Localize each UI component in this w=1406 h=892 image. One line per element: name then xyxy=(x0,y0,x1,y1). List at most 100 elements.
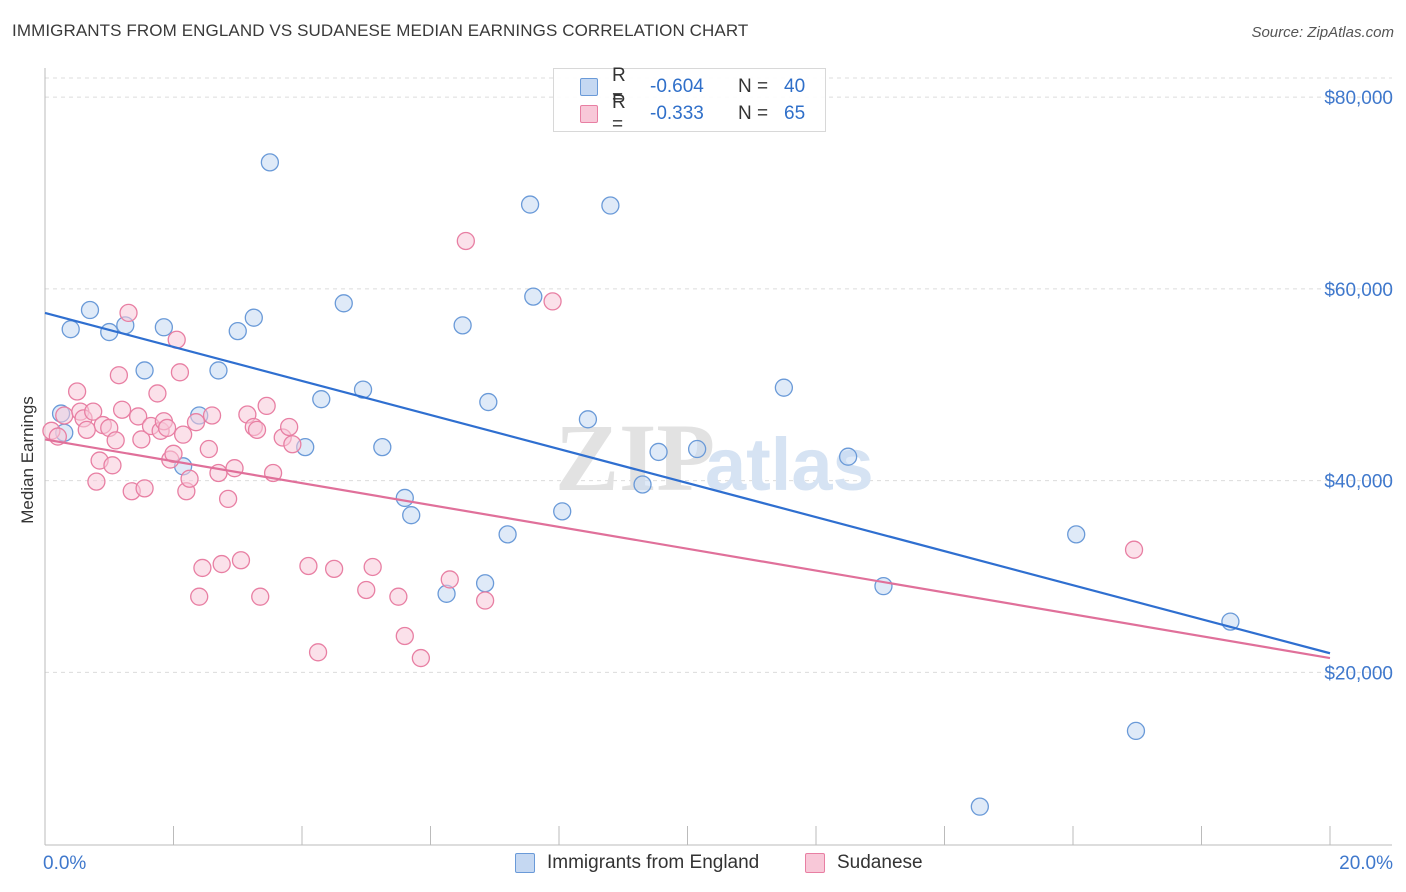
trend-line-england xyxy=(44,311,1331,655)
legend-row-sudanese: R = -0.333 N = 65 xyxy=(580,92,806,135)
point-sudanese-57 xyxy=(389,587,408,606)
point-sudanese-64 xyxy=(1124,540,1144,559)
point-sudanese-29 xyxy=(170,363,190,382)
legend-row-england: R = -0.604 N = 40 xyxy=(580,65,806,108)
point-sudanese-56 xyxy=(363,557,382,577)
point-sudanese-25 xyxy=(157,418,177,438)
tick-labels: $20,000 $40,000 $60,000 $80,000 0.0% 20.0% xyxy=(43,88,1393,874)
x-tick-label-1: 20.0% xyxy=(1339,853,1393,874)
legend-r-label: R = xyxy=(612,65,626,108)
point-england-22 xyxy=(453,316,472,335)
point-sudanese-61 xyxy=(456,231,475,251)
point-england-29 xyxy=(578,410,598,429)
series-legend-england[interactable]: Immigrants from England xyxy=(515,852,759,874)
legend-r-label: R = xyxy=(612,92,626,135)
axes xyxy=(44,68,1392,846)
point-sudanese-52 xyxy=(299,556,318,576)
point-sudanese-3 xyxy=(67,382,87,401)
series-legend-swatch-sudanese xyxy=(805,853,825,873)
point-england-13 xyxy=(260,153,280,172)
legend-r-value-sudanese: -0.333 xyxy=(650,103,704,124)
point-sudanese-22 xyxy=(148,384,167,403)
point-sudanese-60 xyxy=(440,570,459,589)
point-england-11 xyxy=(228,321,247,341)
point-sudanese-62 xyxy=(475,591,495,610)
point-sudanese-35 xyxy=(193,558,212,578)
series-legend-sudanese[interactable]: Sudanese xyxy=(805,852,923,874)
series-legend: Immigrants from England Sudanese xyxy=(0,852,1406,878)
point-sudanese-34 xyxy=(190,587,209,606)
chart-title: IMMIGRANTS FROM ENGLAND VS SUDANESE MEDI… xyxy=(12,21,749,40)
grid-lines xyxy=(45,77,1392,673)
point-england-25 xyxy=(498,525,517,544)
point-sudanese-20 xyxy=(135,479,154,498)
legend-n-value-england: 40 xyxy=(784,76,806,97)
legend-r-value-england: -0.604 xyxy=(650,76,704,97)
point-sudanese-45 xyxy=(247,420,267,440)
trend-line-sudanese xyxy=(44,438,1331,660)
point-sudanese-55 xyxy=(357,580,376,600)
point-england-32 xyxy=(649,442,668,462)
point-sudanese-50 xyxy=(279,417,299,437)
watermark: ZIP atlas xyxy=(555,404,874,511)
point-england-19 xyxy=(395,488,414,508)
point-england-38 xyxy=(1067,525,1086,544)
trend-lines xyxy=(44,311,1331,660)
point-sudanese-32 xyxy=(180,469,199,488)
point-sudanese-15 xyxy=(112,400,132,419)
point-sudanese-39 xyxy=(212,554,231,574)
point-england-6 xyxy=(135,361,154,380)
point-england-3 xyxy=(80,300,100,320)
point-sudanese-14 xyxy=(109,366,129,385)
y-tick-label-1: $40,000 xyxy=(1324,472,1393,493)
point-england-33 xyxy=(687,439,707,459)
point-sudanese-36 xyxy=(199,439,218,459)
series-legend-swatch-england xyxy=(515,853,535,873)
point-sudanese-33 xyxy=(186,413,206,432)
correlation-legend: R = -0.604 N = 40 R = -0.333 N = 65 xyxy=(553,65,826,135)
point-england-18 xyxy=(373,437,392,457)
point-sudanese-18 xyxy=(129,407,148,426)
y-tick-label-2: $60,000 xyxy=(1324,280,1393,301)
point-england-15 xyxy=(312,390,331,409)
point-sudanese-19 xyxy=(132,430,151,449)
series-legend-label-england: Immigrants from England xyxy=(547,852,760,873)
point-england-7 xyxy=(154,318,174,337)
point-england-16 xyxy=(334,294,353,313)
point-sudanese-7 xyxy=(84,402,103,421)
legend-swatch-england xyxy=(580,78,598,96)
legend-n-value-sudanese: 65 xyxy=(784,103,806,124)
point-england-23 xyxy=(475,574,495,593)
point-england-37 xyxy=(970,797,989,816)
point-england-20 xyxy=(402,506,421,525)
point-sudanese-47 xyxy=(257,396,276,416)
point-sudanese-54 xyxy=(324,559,344,579)
point-england-35 xyxy=(838,447,858,466)
legend-n-label: N = xyxy=(738,76,769,97)
y-axis-label: Median Earnings xyxy=(18,396,37,524)
point-england-2 xyxy=(61,320,80,339)
point-england-28 xyxy=(553,502,572,521)
point-sudanese-59 xyxy=(411,648,431,668)
point-sudanese-46 xyxy=(251,587,270,606)
point-sudanese-40 xyxy=(218,489,238,509)
point-sudanese-51 xyxy=(283,435,302,454)
point-england-34 xyxy=(774,378,794,397)
y-tick-label-3: $80,000 xyxy=(1324,88,1393,109)
point-sudanese-12 xyxy=(103,456,122,475)
chart-source: Source: ZipAtlas.com xyxy=(1251,24,1394,41)
point-sudanese-58 xyxy=(395,626,414,646)
point-england-30 xyxy=(601,196,620,215)
point-sudanese-2 xyxy=(55,406,74,425)
point-sudanese-30 xyxy=(173,425,193,444)
point-england-10 xyxy=(209,361,228,380)
point-sudanese-42 xyxy=(231,551,251,570)
legend-n-label: N = xyxy=(738,103,769,124)
point-england-26 xyxy=(520,195,540,214)
x-tick-label-0: 0.0% xyxy=(43,853,86,874)
point-sudanese-41 xyxy=(225,459,244,478)
point-england-27 xyxy=(524,287,543,306)
point-sudanese-16 xyxy=(119,303,138,323)
point-sudanese-37 xyxy=(202,406,222,425)
